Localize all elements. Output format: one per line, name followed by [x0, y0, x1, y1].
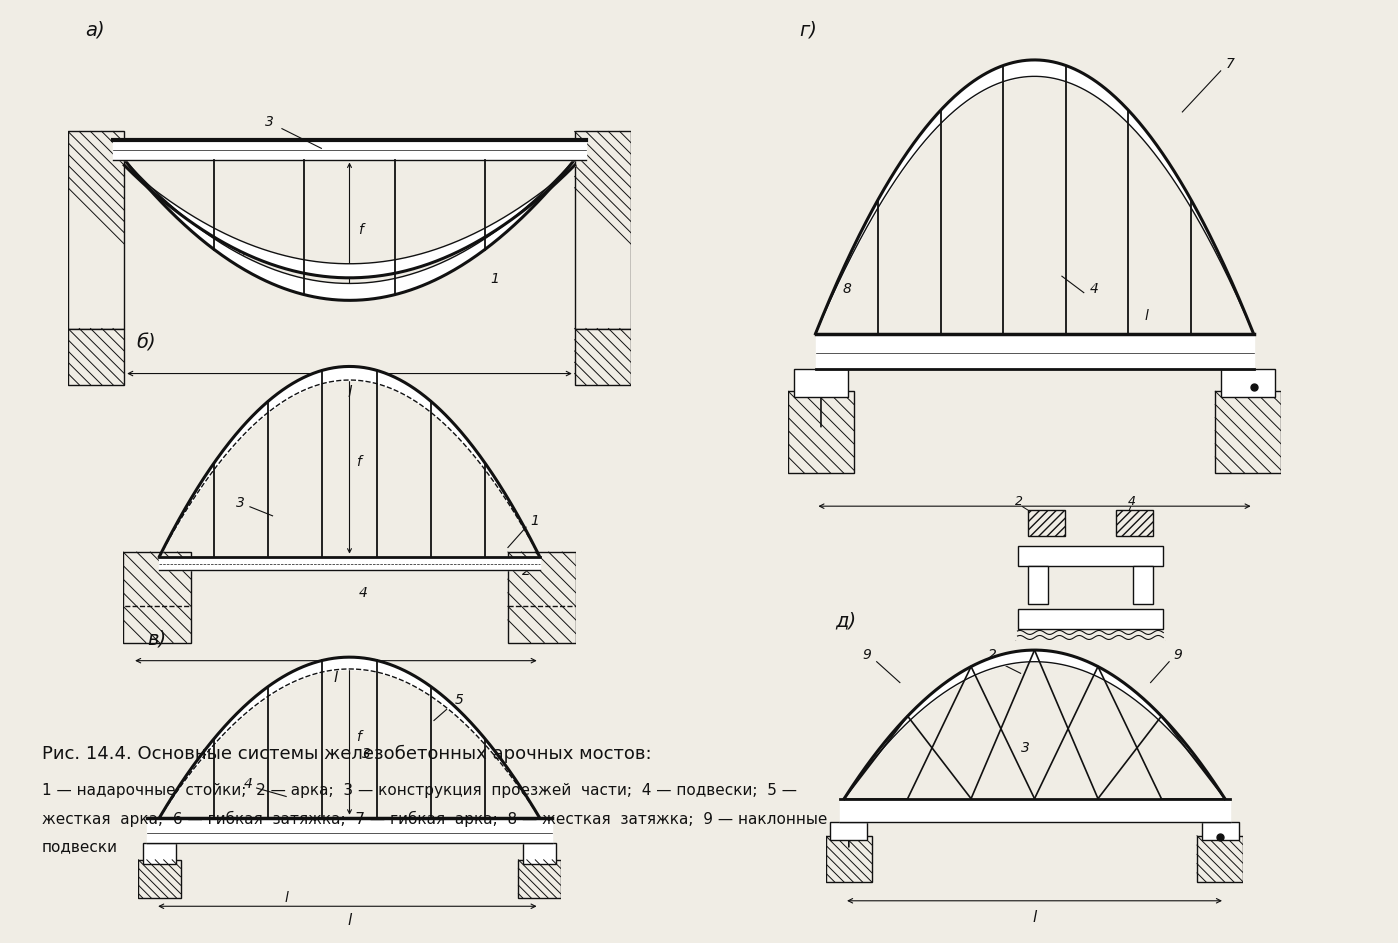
Text: 5: 5 [456, 692, 464, 706]
Text: 7: 7 [1226, 58, 1234, 71]
Text: г): г) [800, 21, 816, 40]
Text: д): д) [835, 612, 856, 631]
Bar [1028, 510, 1065, 536]
Bar [794, 370, 849, 397]
Text: 6: 6 [337, 825, 345, 839]
Text: l: l [347, 913, 352, 928]
Text: f: f [356, 731, 361, 744]
Bar [507, 552, 576, 642]
Text: Рис. 14.4. Основные системы железобетонных арочных мостов:: Рис. 14.4. Основные системы железобетонн… [42, 745, 651, 763]
Text: 3: 3 [266, 115, 274, 129]
Bar [1202, 822, 1239, 840]
Bar [69, 328, 124, 385]
Text: f: f [356, 455, 361, 469]
Text: l: l [347, 385, 352, 400]
Text: в): в) [147, 630, 166, 649]
Text: 4: 4 [243, 777, 253, 791]
Text: а): а) [85, 21, 105, 40]
Text: l: l [1032, 517, 1037, 532]
Text: 1: 1 [531, 514, 540, 528]
Text: б): б) [137, 333, 157, 353]
Text: 1: 1 [491, 273, 499, 287]
Bar [1215, 391, 1281, 473]
Text: 8: 8 [843, 282, 851, 296]
Bar [1018, 546, 1163, 566]
Bar [1197, 835, 1243, 883]
Bar [123, 552, 192, 642]
Bar [1116, 510, 1153, 536]
Text: 2: 2 [521, 564, 530, 578]
Bar [826, 835, 872, 883]
Bar [1220, 370, 1275, 397]
Bar [143, 843, 176, 864]
Text: 3: 3 [1021, 741, 1029, 755]
Text: 2: 2 [236, 250, 246, 264]
Bar [138, 860, 180, 898]
Bar [830, 822, 867, 840]
Bar [575, 328, 630, 385]
Bar [788, 391, 854, 473]
Text: l: l [284, 891, 288, 905]
Text: 9: 9 [1174, 649, 1183, 662]
Bar [519, 860, 561, 898]
Bar [523, 843, 556, 864]
Text: жесткая  арка;  6 — гибкая  затяжка;  7 — гибкая  арка;  8 — жесткая  затяжка;  : жесткая арка; 6 — гибкая затяжка; 7 — ги… [42, 811, 828, 827]
Text: 3: 3 [362, 748, 370, 762]
Bar [575, 131, 630, 328]
Bar [1134, 566, 1153, 604]
Text: 2: 2 [1015, 495, 1023, 508]
Text: l: l [1144, 309, 1148, 323]
Text: l: l [1032, 910, 1037, 925]
Text: l: l [334, 670, 338, 685]
Text: 3: 3 [236, 496, 245, 510]
Bar [1028, 566, 1047, 604]
Text: 2: 2 [988, 649, 997, 662]
Text: 4: 4 [1128, 495, 1137, 508]
Text: подвески: подвески [42, 839, 117, 854]
Text: 6: 6 [1021, 803, 1029, 818]
Text: 4: 4 [1089, 282, 1099, 296]
Bar [1018, 608, 1163, 629]
Text: 1 — надарочные  стойки;  2 — арка;  3 — конструкция  проезжей  части;  4 — подве: 1 — надарочные стойки; 2 — арка; 3 — кон… [42, 783, 797, 798]
Bar [69, 131, 124, 328]
Text: f: f [358, 223, 363, 237]
Text: 9: 9 [863, 649, 871, 662]
Text: 4: 4 [358, 587, 368, 601]
